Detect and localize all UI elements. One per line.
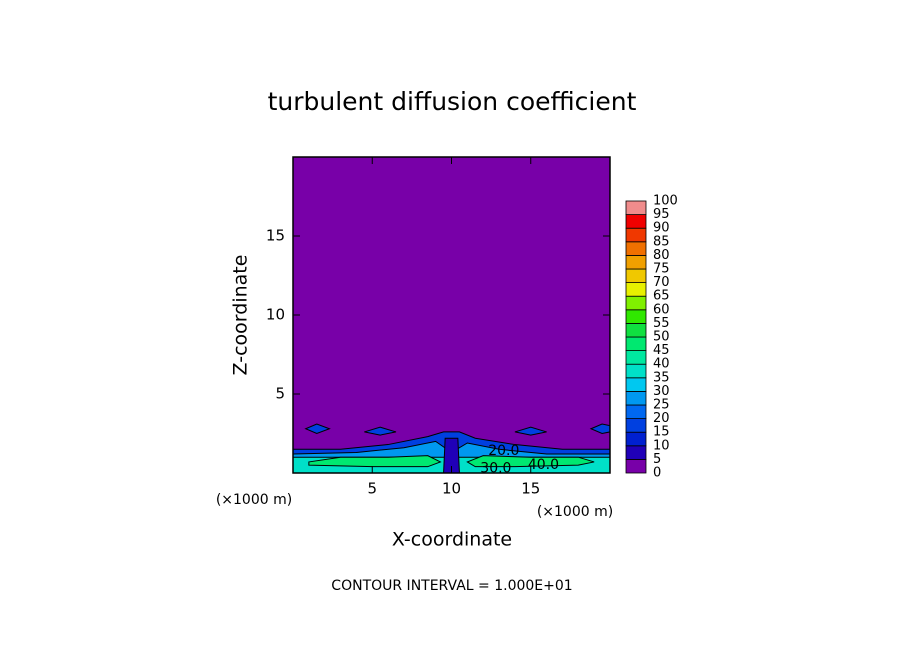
colorbar-label: 0 (653, 466, 661, 481)
colorbar-cell (625, 404, 647, 420)
contour-region (304, 423, 331, 435)
colorbar-cell (625, 295, 647, 311)
y-tick-label: 10 (266, 306, 285, 324)
colorbar-cell (625, 390, 647, 406)
colorbar-label: 20 (653, 411, 670, 426)
colorbar-label: 40 (653, 357, 670, 372)
colorbar-label: 80 (653, 248, 670, 263)
colorbar-label: 75 (653, 262, 670, 277)
colorbar-label: 15 (653, 425, 670, 440)
colorbar-cell (625, 458, 647, 474)
colorbar-cell (625, 309, 647, 324)
colorbar-label: 85 (653, 234, 670, 249)
x-tick-label: 15 (521, 480, 540, 498)
colorbar-cell (625, 377, 647, 392)
colorbar-label: 50 (653, 330, 670, 345)
colorbar-label: 30 (653, 384, 670, 399)
colorbar-cell (625, 445, 647, 460)
field-background (293, 157, 610, 473)
colorbar-label: 100 (653, 194, 678, 209)
colorbar-cell (625, 282, 647, 297)
colorbar-label: 70 (653, 275, 670, 290)
contour-region (364, 426, 397, 436)
colorbar-label: 65 (653, 289, 670, 304)
chart-title: turbulent diffusion coefficient (268, 87, 637, 116)
colorbar-label: 10 (653, 438, 670, 453)
colorbar-label: 5 (653, 452, 661, 467)
colorbar-cell (625, 363, 647, 379)
x-axis-label: X-coordinate (392, 529, 512, 551)
footer: CONTOUR INTERVAL = 1.000E+01 (331, 578, 572, 594)
colorbar-label: 25 (653, 398, 670, 413)
colorbar-cell (625, 227, 647, 243)
contour-region (514, 426, 547, 436)
x-unit: (×1000 m) (216, 492, 292, 508)
contour-region (466, 455, 595, 468)
colorbar-label: 35 (653, 370, 670, 385)
colorbar-cell (625, 350, 647, 365)
colorbar-cell (625, 241, 647, 256)
colorbar-cell (625, 336, 647, 352)
x-unit: (×1000 m) (537, 504, 613, 520)
contour-region (308, 455, 442, 468)
colorbar-cell (625, 418, 647, 433)
colorbar-cell (625, 268, 647, 284)
colorbar-cell (625, 431, 647, 447)
colorbar-cell (625, 214, 647, 229)
contour-label: 40.0 (528, 457, 559, 473)
contour-label: 30.0 (480, 460, 511, 476)
colorbar-cell (625, 322, 647, 338)
colorbar-cell (625, 254, 647, 270)
colorbar-label: 95 (653, 207, 670, 222)
contour-label: 20.0 (488, 443, 519, 459)
colorbar-label: 90 (653, 221, 670, 236)
colorbar-label: 55 (653, 316, 670, 331)
colorbar-label: 60 (653, 302, 670, 317)
y-axis-label: Z-coordinate (230, 255, 252, 376)
x-tick-label: 10 (442, 480, 461, 498)
x-tick-label: 5 (367, 480, 377, 498)
colorbar-cell (625, 200, 647, 216)
y-tick-label: 5 (275, 385, 285, 403)
y-tick-label: 15 (266, 227, 285, 245)
colorbar-label: 45 (653, 343, 670, 358)
